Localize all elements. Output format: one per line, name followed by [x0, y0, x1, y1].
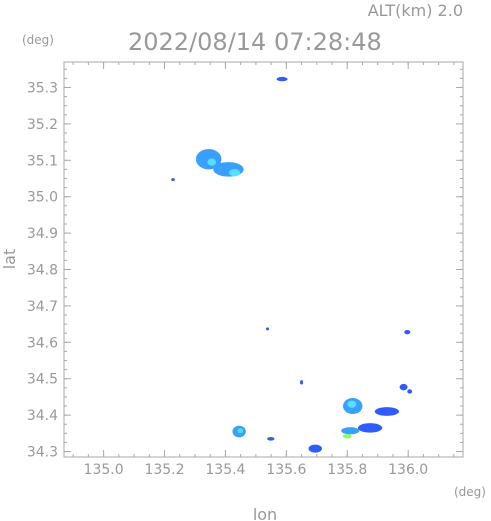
plot-frame [63, 61, 464, 458]
echo-cell-low [374, 407, 400, 416]
y-tick-label: 34.3 [27, 445, 58, 461]
echo-cell-low [357, 423, 383, 433]
x-axis-title: lon [253, 505, 277, 521]
y-tick-label: 35.3 [27, 80, 58, 96]
echo-cell-mid [341, 427, 360, 435]
y-tick-label: 34.7 [27, 299, 58, 315]
echo-cell-low [404, 329, 411, 335]
echo-cell-low [171, 178, 175, 182]
y-tick-label: 35.2 [27, 117, 58, 133]
y-unit-label: (deg) [22, 33, 54, 47]
x-tick-label: 135.6 [266, 462, 306, 478]
echo-cell-high [237, 428, 244, 434]
echo-cell-high [347, 400, 357, 408]
echo-cell-low [267, 436, 275, 441]
y-tick-label: 34.9 [27, 226, 58, 242]
tick-label-layer: 135.0 135.2 135.4 135.6 135.8 136.0 34.3 34.4 34… [27, 80, 428, 478]
echo-cell-low [276, 76, 288, 82]
y-tick-label: 35.0 [27, 190, 58, 206]
altitude-label: ALT(km) 2.0 [368, 1, 463, 20]
echo-cell-low [399, 383, 408, 391]
y-tick-label: 34.8 [27, 263, 58, 279]
echo-cell-low [407, 389, 413, 394]
y-tick-label: 34.5 [27, 372, 58, 388]
x-tick-label: 136.0 [388, 462, 428, 478]
echo-cell-low [300, 380, 304, 385]
echo-cell-low [265, 327, 269, 331]
timestamp-title: 2022/08/14 07:28:48 [128, 28, 382, 56]
y-axis-title: lat [0, 249, 19, 270]
echo-cell-high [229, 169, 241, 177]
y-tick-label: 34.4 [27, 408, 58, 424]
echo-cell-high [207, 158, 216, 166]
x-tick-label: 135.2 [144, 462, 184, 478]
x-tick-label: 135.4 [205, 462, 245, 478]
y-tick-label: 34.6 [27, 335, 58, 351]
echo-cell-low [308, 444, 322, 453]
echo-cell-peak [342, 434, 352, 439]
x-tick-label: 135.0 [84, 462, 124, 478]
x-tick-label: 135.8 [327, 462, 367, 478]
y-tick-label: 35.1 [27, 153, 58, 169]
echo-layer [171, 76, 413, 453]
tick-layer [64, 62, 463, 457]
x-unit-label: (deg) [454, 485, 486, 499]
